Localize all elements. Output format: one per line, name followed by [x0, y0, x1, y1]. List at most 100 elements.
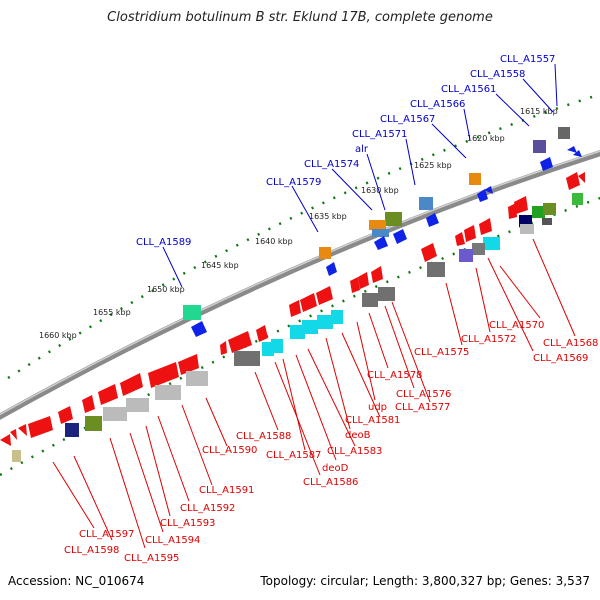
scale-label: 1650 kbp — [147, 285, 185, 294]
bottom-gene-label: udp — [368, 402, 387, 413]
accession-text: Accession: NC_010674 — [8, 574, 145, 588]
gene-arrow — [477, 189, 488, 202]
leader-line — [52, 461, 95, 529]
scale-label: 1660 kbp — [39, 331, 77, 340]
bottom-gene-label: CLL_A1583 — [327, 446, 382, 457]
gene-block — [155, 385, 181, 400]
gene-block — [126, 398, 149, 412]
gene-block — [103, 407, 127, 421]
leader-line — [291, 185, 319, 233]
leader-line — [162, 246, 183, 288]
leader-line — [445, 282, 463, 346]
gene-block — [372, 229, 389, 237]
gene-block — [369, 220, 386, 230]
leader-line — [532, 238, 576, 337]
top-gene-label: CLL_A1557 — [500, 54, 555, 65]
gene-block — [65, 423, 79, 437]
bottom-gene-label: CLL_A1592 — [180, 503, 235, 514]
gene-arrow — [508, 203, 517, 219]
gene-arrow — [540, 157, 553, 171]
gene-arrow — [256, 325, 268, 342]
leader-line — [109, 437, 146, 549]
gene-block — [378, 287, 395, 301]
gene-block — [331, 310, 343, 324]
bottom-gene-label: CLL_A1572 — [461, 334, 516, 345]
gene-arrow — [350, 277, 360, 293]
bottom-strand-features — [0, 172, 585, 462]
gene-arrow — [393, 229, 407, 244]
bottom-gene-label: CLL_A1597 — [79, 529, 134, 540]
map-title: Clostridium botulinum B str. Eklund 17B,… — [107, 10, 493, 25]
gene-arrow — [374, 236, 388, 250]
gene-block — [572, 193, 583, 205]
leader-line — [405, 138, 416, 186]
gene-arrow — [479, 218, 492, 235]
leader-line — [331, 168, 373, 211]
bottom-gene-label: CLL_A1575 — [414, 347, 469, 358]
gene-arrow — [18, 424, 27, 436]
leader-line — [205, 397, 228, 447]
gene-block — [85, 416, 102, 431]
gene-arrow — [326, 262, 337, 276]
bottom-label-leaders — [52, 238, 576, 549]
bottom-gene-label: CLL_A1568 — [543, 338, 598, 349]
gene-block — [419, 197, 433, 210]
leader-line — [475, 267, 491, 333]
top-gene-label: CLL_A1558 — [470, 69, 525, 80]
bottom-gene-label: CLL_A1578 — [367, 370, 422, 381]
gene-block — [183, 305, 201, 320]
gene-block — [12, 450, 21, 462]
gene-arrow — [484, 186, 493, 194]
bottom-gene-label: CLL_A1586 — [303, 477, 358, 488]
scale-label: 1645 kbp — [201, 261, 239, 270]
top-gene-label: CLL_A1561 — [441, 84, 496, 95]
bottom-labels: CLL_A1570 CLL_A1568 CLL_A1572 CLL_A1569 … — [64, 320, 598, 564]
gene-arrow — [421, 243, 437, 262]
gene-block — [459, 249, 473, 262]
bottom-gene-label: CLL_A1569 — [533, 353, 588, 364]
leader-line — [431, 123, 467, 159]
top-gene-label: CLL_A1566 — [410, 99, 465, 110]
leader-line — [366, 153, 386, 211]
gene-arrow — [10, 429, 17, 440]
gene-block — [483, 237, 500, 250]
bottom-gene-label: CLL_A1576 — [396, 389, 451, 400]
gene-arrow — [578, 172, 585, 183]
leader-line — [282, 358, 306, 451]
gene-arrow — [289, 300, 301, 317]
leader-line — [157, 415, 190, 502]
leader-line — [384, 305, 415, 389]
scale-label: 1635 kbp — [309, 212, 347, 221]
gene-arrow — [566, 172, 580, 190]
leader-line — [129, 432, 164, 533]
top-gene-label: CLL_A1571 — [352, 129, 407, 140]
genome-backbone-highlight — [0, 150, 600, 416]
gene-arrow — [426, 213, 439, 227]
gene-arrow — [98, 384, 118, 405]
top-label-leaders — [162, 63, 558, 288]
leader-line — [487, 257, 534, 352]
gene-arrow — [178, 354, 199, 375]
bottom-gene-label: CLL_A1570 — [489, 320, 544, 331]
leader-line — [554, 63, 558, 107]
gene-block — [234, 351, 260, 366]
leader-line — [295, 354, 337, 461]
bottom-gene-label: CLL_A1598 — [64, 545, 119, 556]
gene-arrow — [316, 286, 333, 305]
gene-block — [472, 243, 485, 255]
gene-arrow — [220, 341, 227, 355]
leader-line — [274, 361, 321, 476]
scale-label: 1630 kbp — [361, 186, 399, 195]
scale-label: 1620 kbp — [467, 134, 505, 143]
gene-block — [533, 140, 546, 153]
leader-line — [325, 337, 351, 430]
gene-arrow — [82, 395, 95, 413]
top-gene-label: CLL_A1574 — [304, 159, 359, 170]
gene-block — [543, 203, 556, 215]
top-gene-label: CLL_A1589 — [136, 237, 191, 248]
gene-arrow — [567, 146, 577, 153]
top-gene-label: alr — [355, 144, 369, 155]
bottom-gene-label: CLL_A1590 — [202, 445, 257, 456]
gene-block — [558, 127, 570, 139]
